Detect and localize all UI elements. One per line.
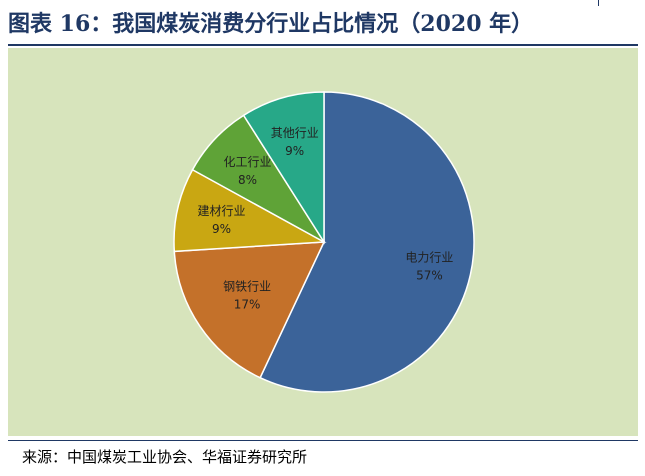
pie-chart: 电力行业 57% 钢铁行业 17% 建材行业 9% 化工行业 8% 其他行业 9% bbox=[173, 91, 475, 393]
slice-value-label-other: 9% bbox=[285, 144, 304, 158]
slice-value-label-building-materials: 9% bbox=[212, 222, 231, 236]
corner-tick bbox=[598, 0, 599, 6]
chart-title: 图表 16：我国煤炭消费分行业占比情况（2020 年） bbox=[8, 11, 534, 37]
pie-slice-electric bbox=[259, 91, 475, 393]
pie-slice-other bbox=[242, 91, 325, 245]
slice-value-label-electric: 57% bbox=[416, 269, 443, 283]
pie-labels: 电力行业 57% 钢铁行业 17% 建材行业 9% 化工行业 8% 其他行业 9% bbox=[197, 126, 453, 311]
source-rule bbox=[8, 440, 638, 441]
slice-category-label-building-materials: 建材行业 bbox=[197, 204, 245, 218]
slice-category-label-chemical: 化工行业 bbox=[223, 155, 271, 169]
source-note: 来源：中国煤炭工业协会、华福证券研究所 bbox=[22, 448, 308, 466]
slice-value-label-chemical: 8% bbox=[238, 173, 257, 187]
slice-value-label-steel: 17% bbox=[234, 297, 261, 311]
slice-category-label-other: 其他行业 bbox=[271, 126, 319, 140]
chart-area: 电力行业 57% 钢铁行业 17% 建材行业 9% 化工行业 8% 其他行业 9% bbox=[8, 48, 638, 436]
pie-slice-building-materials bbox=[173, 168, 327, 253]
slice-category-label-electric: 电力行业 bbox=[405, 251, 453, 265]
pie-slice-steel bbox=[173, 241, 326, 379]
pie-slices bbox=[173, 91, 475, 393]
title-underline bbox=[8, 44, 638, 46]
slice-category-label-steel: 钢铁行业 bbox=[223, 279, 271, 293]
